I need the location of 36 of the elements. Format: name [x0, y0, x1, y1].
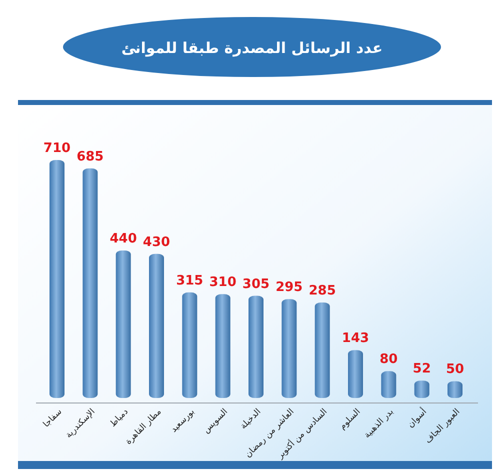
x-tick-label: بدر الذهبية	[362, 407, 396, 440]
data-label: 50	[446, 362, 464, 378]
data-label: 315	[176, 273, 204, 288]
data-label: 310	[209, 275, 236, 290]
data-label: 685	[76, 149, 104, 164]
data-label: 80	[380, 352, 398, 368]
bar	[414, 380, 430, 398]
data-label: 305	[242, 276, 270, 292]
data-label: 295	[276, 280, 303, 296]
bar	[50, 160, 64, 398]
bar	[381, 371, 396, 398]
data-label: 52	[412, 362, 431, 377]
bar	[116, 250, 131, 398]
data-label: 285	[308, 283, 336, 298]
x-tick-label: دمياط	[108, 406, 131, 430]
bar	[215, 294, 230, 398]
x-tick-label: سفاجا	[42, 407, 64, 430]
bar	[182, 292, 198, 398]
data-label: 440	[110, 232, 137, 247]
x-tick-label: الدخيلة	[238, 407, 264, 432]
data-label: 710	[43, 141, 71, 156]
bar	[314, 302, 330, 398]
x-tick-label: الإسكندرية	[64, 407, 98, 440]
chart-title: عدد الرسائل المصدرة طبقا للموانئ	[121, 39, 383, 57]
bar	[149, 254, 164, 398]
bar	[82, 168, 98, 398]
x-tick-label: السويس	[202, 407, 230, 436]
data-label: 143	[342, 331, 370, 346]
bar	[348, 350, 363, 398]
bar	[248, 296, 264, 398]
x-tick-label: السلوم	[338, 407, 363, 432]
data-label: 430	[142, 234, 170, 250]
bar	[448, 381, 462, 398]
x-tick-label: بورسعيد	[169, 407, 197, 435]
bar	[282, 299, 297, 398]
x-tick-label: أسوان	[404, 406, 429, 430]
